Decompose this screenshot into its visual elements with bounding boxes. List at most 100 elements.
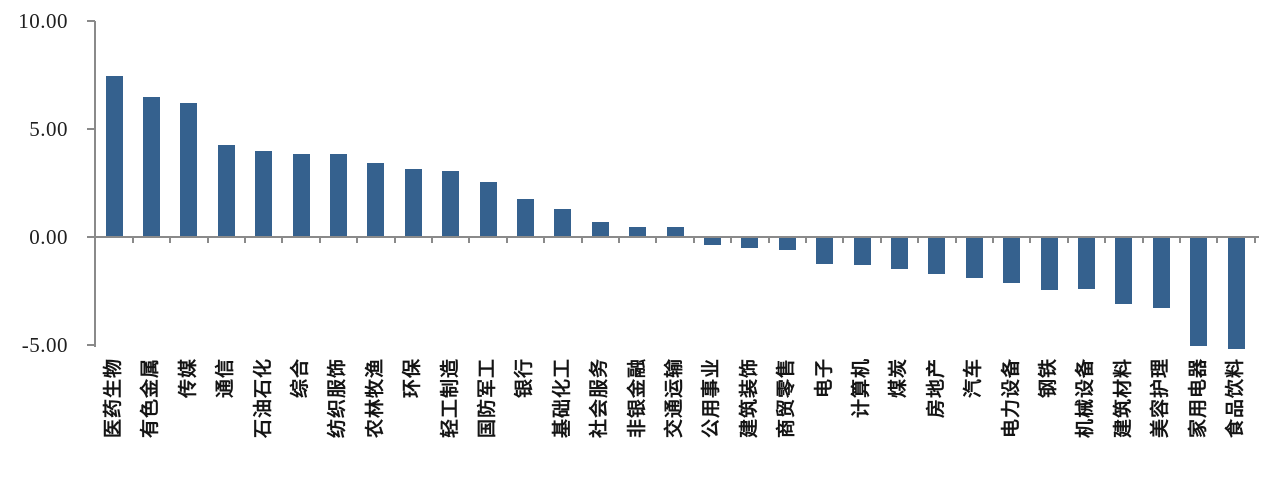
- x-category-label-text: 机械设备: [1075, 358, 1097, 439]
- x-category-label-text: 综合: [290, 358, 311, 399]
- x-category-label-text: 通信: [215, 358, 237, 399]
- x-category-label-text: 纺织服饰: [327, 358, 349, 439]
- bar: [292, 153, 310, 237]
- x-category-label-text: 传媒: [177, 358, 199, 399]
- x-category-label-text: 石油石化: [252, 358, 274, 439]
- x-tick: [318, 236, 321, 243]
- x-category-label-text: 非银金融: [626, 358, 648, 439]
- x-category-label-text: 房地产: [925, 358, 947, 419]
- bar: [142, 96, 160, 237]
- bar: [928, 237, 946, 274]
- x-tick: [1104, 236, 1107, 243]
- x-category-label-text: 国防军工: [477, 358, 498, 439]
- y-tick-label: 5.00: [29, 117, 68, 141]
- bar: [255, 150, 273, 237]
- y-tick: [87, 236, 95, 238]
- x-tick: [281, 236, 284, 243]
- x-tick: [94, 236, 97, 243]
- x-tick: [1141, 236, 1144, 243]
- x-category-label-text: 交通运输: [664, 358, 685, 439]
- x-tick: [767, 236, 770, 243]
- x-tick: [617, 236, 620, 243]
- bar: [1152, 237, 1170, 309]
- bar: [442, 171, 460, 237]
- x-category-label-text: 计算机: [851, 358, 872, 419]
- x-category-label-text: 有色金属: [140, 358, 162, 439]
- x-tick: [917, 236, 920, 243]
- y-tick-label: 0.00: [29, 225, 68, 249]
- bar: [1077, 237, 1095, 289]
- bar: [1190, 237, 1208, 347]
- bar: [666, 227, 684, 237]
- bar: [1040, 237, 1058, 290]
- bar: [217, 145, 235, 237]
- x-tick: [954, 236, 957, 243]
- x-tick: [243, 236, 246, 243]
- y-tick-label: -5.00: [21, 333, 68, 357]
- x-category-label-text: 美容护理: [1150, 358, 1172, 439]
- x-category-label-text: 电子: [813, 358, 835, 399]
- x-category-label-text: 钢铁: [1038, 358, 1059, 399]
- x-category-label-text: 商贸零售: [776, 358, 798, 439]
- x-category-label-text: 家用电器: [1187, 358, 1209, 439]
- y-axis-line: [93, 21, 96, 347]
- x-tick: [692, 236, 695, 243]
- y-tick-label: 10.00: [18, 9, 68, 33]
- x-tick: [580, 236, 583, 243]
- x-category-label-text: 农林牧渔: [364, 358, 386, 439]
- x-category-label-text: 煤炭: [888, 358, 910, 399]
- bar: [105, 76, 123, 237]
- bar: [554, 208, 572, 237]
- x-tick: [356, 236, 359, 243]
- x-tick: [206, 236, 209, 243]
- x-category-label-text: 社会服务: [589, 358, 611, 439]
- x-tick: [730, 236, 733, 243]
- bar: [591, 221, 609, 237]
- x-tick: [1178, 236, 1181, 243]
- bar: [965, 237, 983, 278]
- bar: [1227, 237, 1245, 350]
- x-category-label-text: 医药生物: [103, 358, 124, 439]
- bar: [404, 169, 422, 237]
- x-category-label-text: 银行: [514, 358, 536, 399]
- bar: [367, 162, 385, 237]
- x-tick: [1029, 236, 1032, 243]
- bar: [703, 237, 721, 245]
- x-category-label-text: 汽车: [963, 358, 985, 399]
- y-tick: [87, 20, 95, 22]
- x-tick: [1066, 236, 1069, 243]
- x-tick: [804, 236, 807, 243]
- x-category-label-text: 环保: [402, 358, 424, 399]
- bar: [516, 199, 534, 237]
- y-tick: [87, 344, 95, 346]
- x-category-label-text: 食品饮料: [1225, 358, 1246, 439]
- x-tick: [1253, 236, 1256, 243]
- bar: [1003, 237, 1021, 284]
- bar: [778, 237, 796, 250]
- x-tick: [393, 236, 396, 243]
- x-tick: [991, 236, 994, 243]
- bar: [629, 227, 647, 237]
- x-tick: [655, 236, 658, 243]
- bar: [741, 237, 759, 248]
- bar: [329, 153, 347, 237]
- x-tick: [842, 236, 845, 243]
- y-tick: [87, 128, 95, 130]
- bar: [890, 237, 908, 270]
- x-tick: [131, 236, 134, 243]
- x-category-label-text: 公用事业: [701, 358, 723, 439]
- x-tick: [505, 236, 508, 243]
- x-category-label-text: 基础化工: [551, 358, 573, 439]
- x-category-label-text: 轻工制造: [439, 358, 461, 439]
- x-category-label-text: 电力设备: [1000, 358, 1022, 439]
- x-tick: [169, 236, 172, 243]
- bar: [1115, 237, 1133, 304]
- bar: [816, 237, 834, 264]
- x-tick: [543, 236, 546, 243]
- x-category-label-text: 建筑装饰: [738, 358, 760, 439]
- bar: [180, 103, 198, 237]
- bar: [479, 181, 497, 237]
- x-tick: [430, 236, 433, 243]
- x-tick: [879, 236, 882, 243]
